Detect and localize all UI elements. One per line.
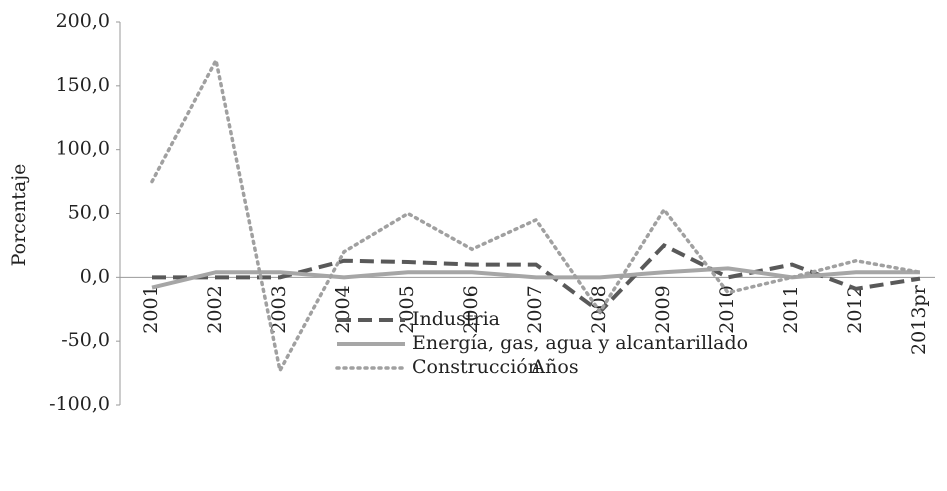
x-tick-label: 2004	[332, 285, 354, 333]
x-tick-label: 2002	[204, 285, 226, 333]
x-tick-label: 2001	[140, 285, 162, 333]
y-tick-label: -50,0	[61, 329, 110, 351]
y-tick-label: 50,0	[68, 202, 110, 224]
x-tick-label: 2007	[524, 285, 546, 333]
y-tick-label: -100,0	[49, 393, 110, 415]
legend-label: Construcción	[412, 356, 540, 378]
x-tick-label: 2003	[268, 285, 290, 333]
y-tick-label: 0,0	[80, 265, 110, 287]
series-line	[152, 242, 921, 315]
legend-label: Industria	[412, 308, 500, 330]
y-tick-label: 200,0	[56, 10, 110, 32]
legend-label: Energía, gas, agua y alcantarillado	[412, 332, 748, 354]
x-tick-label: 2011	[780, 285, 802, 333]
y-axis-label: Porcentaje	[8, 164, 30, 267]
x-tick-label: 2009	[652, 285, 674, 333]
y-tick-label: 100,0	[56, 138, 110, 160]
x-tick-label: 2012	[844, 285, 866, 333]
x-tick-label: 2013pr	[908, 284, 930, 355]
x-axis-label: Años	[530, 356, 578, 378]
y-tick-label: 150,0	[56, 74, 110, 96]
x-tick-label: 2006	[460, 285, 482, 333]
x-tick-label: 2010	[716, 285, 738, 333]
series-line	[150, 55, 922, 376]
